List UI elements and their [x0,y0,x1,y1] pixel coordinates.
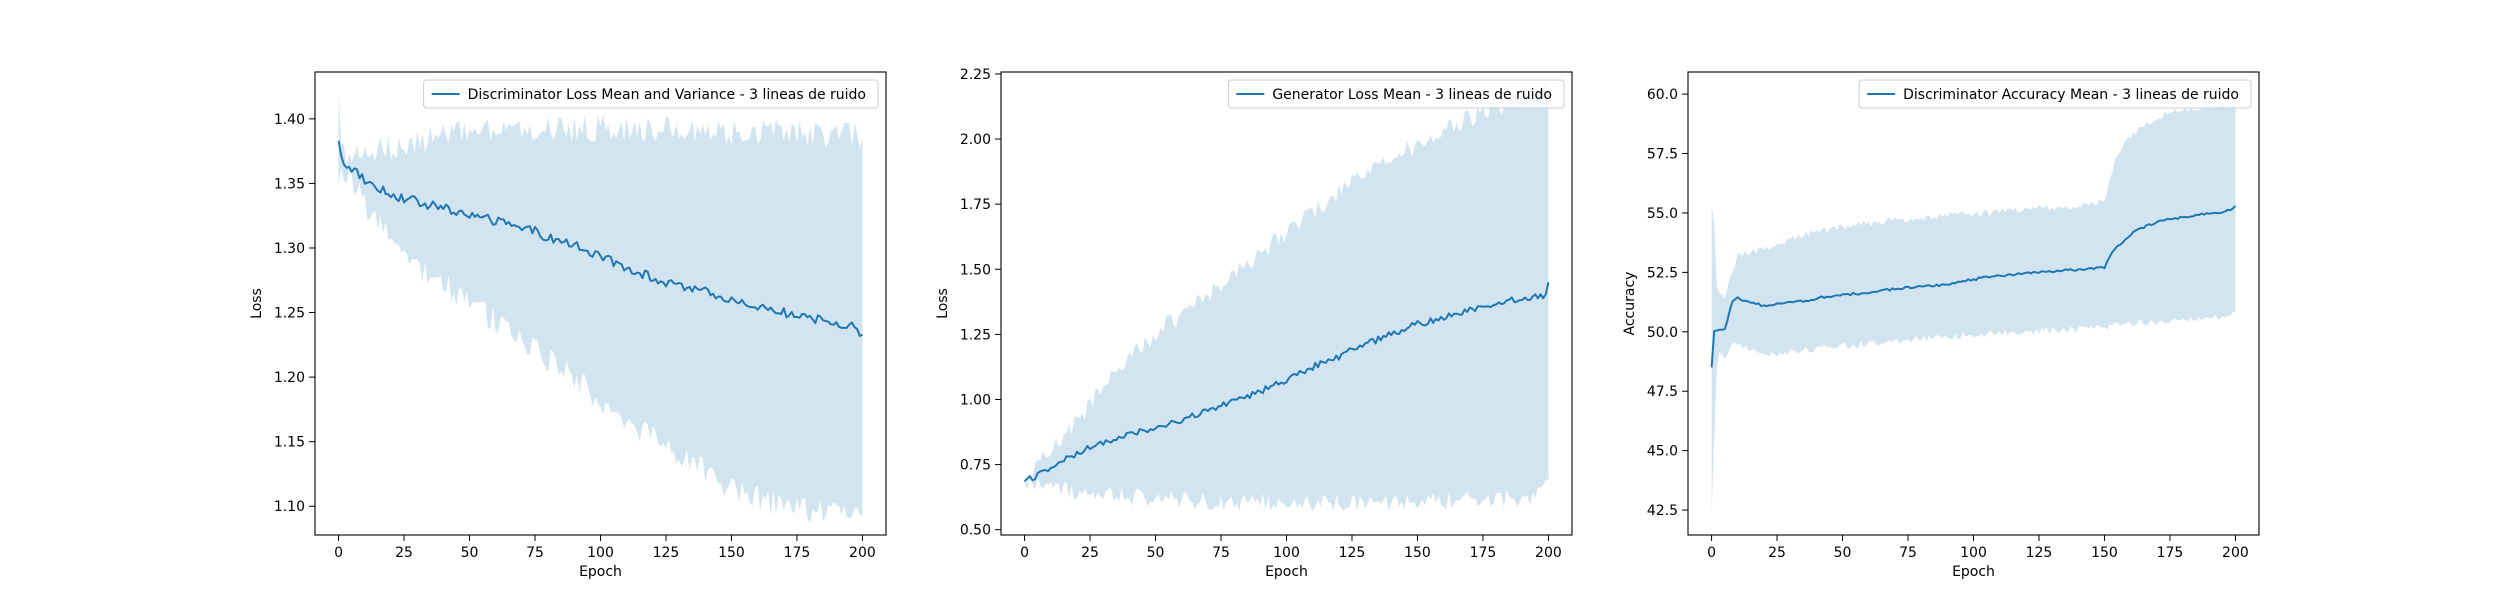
discriminator-loss-mean-line [337,140,863,337]
legend-label: Generator Loss Mean - 3 lineas de ruido [1272,87,1552,103]
x-tick-label: 0 [334,545,343,561]
x-tick-label: 75 [1212,545,1230,561]
x-tick-label: 50 [1834,545,1852,561]
generator-loss-variance-band [1024,84,1549,512]
x-tick-label: 125 [653,545,680,561]
legend-label: Discriminator Loss Mean and Variance - 3… [468,87,866,103]
x-tick-label: 25 [395,545,413,561]
y-tick-label: 1.00 [960,392,991,408]
generator-loss-panel: 0 25 50 75 100 125 150 175 200 0.50 0.75 1.00 1.25 1.… [935,67,1573,580]
x-axis-label: Epoch [579,564,622,580]
y-tick-label: 57.5 [1647,147,1678,163]
discriminator-accuracy-variance-band [1711,103,2236,515]
x-tick-label: 25 [1768,545,1786,561]
y-tick-label: 1.25 [274,306,305,322]
x-tick-label: 150 [1404,545,1431,561]
x-axis-label: Epoch [1952,564,1995,580]
y-tick-label: 1.35 [274,176,305,192]
legend-box [1858,79,2252,109]
x-tick-label: 100 [1273,545,1300,561]
y-tick-label: 50.0 [1647,325,1678,341]
x-tick-label: 175 [2157,545,2184,561]
generator-loss-legend: Generator Loss Mean - 3 lineas de ruido [1227,79,1565,109]
generator-loss-mean-line [1023,282,1550,483]
y-tick-label: 45.0 [1647,444,1678,460]
x-tick-label: 50 [1147,545,1165,561]
y-tick-label: 2.00 [960,132,991,148]
discriminator-loss-legend: Discriminator Loss Mean and Variance - 3… [423,79,879,109]
y-tick-label: 1.50 [960,262,991,278]
x-tick-label: 0 [1020,545,1029,561]
x-tick-label: 0 [1707,545,1716,561]
y-tick-label: 52.5 [1647,265,1678,281]
x-tick-label: 125 [1339,545,1366,561]
x-tick-label: 25 [1081,545,1099,561]
y-tick-label: 55.0 [1647,206,1678,222]
discriminator-accuracy-panel: 0 25 50 75 100 125 150 175 200 42.5 45.0 47.5 50.0 52… [1622,71,2260,580]
legend-box [423,79,879,109]
y-axis-label: Loss [935,288,951,319]
y-tick-label: 1.30 [274,241,305,257]
y-tick-label: 1.25 [960,327,991,343]
x-tick-label: 100 [1960,545,1987,561]
legend-label: Discriminator Accuracy Mean - 3 lineas d… [1903,87,2239,103]
y-tick-label: 1.75 [960,197,991,213]
discriminator-accuracy-mean-line [1710,205,2237,368]
legend-box [1227,79,1565,109]
x-tick-label: 175 [784,545,811,561]
y-tick-label: 1.20 [274,370,305,386]
x-tick-label: 100 [587,545,614,561]
y-axis-label: Accuracy [1622,272,1638,336]
x-tick-label: 150 [2091,545,2118,561]
x-tick-label: 200 [849,545,876,561]
discriminator-loss-variance-band [338,93,863,523]
x-tick-label: 125 [2026,545,2053,561]
y-tick-label: 0.50 [960,523,991,539]
y-tick-label: 0.75 [960,458,991,474]
y-tick-label: 1.10 [274,499,305,515]
y-tick-label: 47.5 [1647,384,1678,400]
y-tick-label: 60.0 [1647,87,1678,103]
x-tick-label: 50 [461,545,479,561]
discriminator-loss-panel: 0 25 50 75 100 125 150 175 200 1.10 1.15 1.20 1.25 1.… [249,71,887,580]
y-tick-label: 1.40 [274,112,305,128]
x-tick-label: 175 [1470,545,1497,561]
x-tick-label: 75 [526,545,544,561]
x-axis-label: Epoch [1265,564,1308,580]
discriminator-accuracy-legend: Discriminator Accuracy Mean - 3 lineas d… [1858,79,2252,109]
x-tick-label: 200 [2222,545,2249,561]
x-tick-label: 75 [1899,545,1917,561]
y-tick-label: 1.15 [274,435,305,451]
y-tick-label: 2.25 [960,67,991,83]
y-tick-label: 42.5 [1647,503,1678,519]
x-tick-label: 200 [1535,545,1562,561]
x-tick-label: 150 [718,545,745,561]
y-axis-label: Loss [249,288,265,319]
